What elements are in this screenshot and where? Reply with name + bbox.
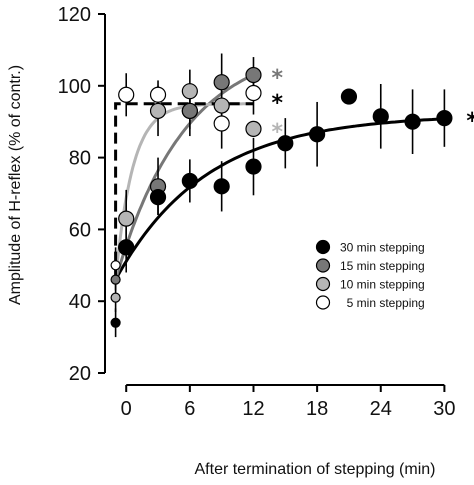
data-point <box>245 120 262 137</box>
data-point <box>110 260 121 271</box>
data-point <box>213 74 230 91</box>
significance-markers: **** <box>271 66 474 145</box>
legend-label: 15 min stepping <box>340 259 425 273</box>
significance-star: * <box>271 66 283 91</box>
data-point <box>149 102 167 120</box>
data-point <box>245 158 262 175</box>
y-tick-label: 100 <box>58 76 91 98</box>
y-tick-label: 20 <box>69 363 91 385</box>
x-tick-label: 0 <box>121 398 132 420</box>
axes: 20 40 60 80 100 120 0 6 12 18 24 30 <box>58 4 456 420</box>
x-axis-label: After termination of stepping (min) <box>195 461 436 478</box>
data-point <box>213 178 230 195</box>
data-point <box>277 135 294 152</box>
data-point <box>245 66 262 84</box>
legend-marker <box>315 276 331 292</box>
data-point <box>110 274 121 285</box>
x-tick-label: 30 <box>433 398 455 420</box>
data-points <box>110 66 453 328</box>
data-point <box>404 113 421 130</box>
data-point <box>149 86 167 103</box>
y-axis-label: Amplitude of H-reflex (% of contr.) <box>7 65 24 305</box>
x-tick-label: 18 <box>306 398 328 420</box>
data-point <box>309 126 326 143</box>
data-point <box>181 172 198 190</box>
legend-marker <box>315 295 331 310</box>
fit-curve <box>114 73 255 281</box>
data-point <box>118 86 135 103</box>
significance-star: * <box>466 109 474 134</box>
data-point <box>213 115 230 132</box>
data-point <box>213 97 230 114</box>
data-point <box>149 188 167 206</box>
data-point <box>372 108 389 125</box>
data-point <box>181 102 198 120</box>
data-point <box>110 292 121 303</box>
data-point <box>245 84 262 102</box>
data-point <box>181 83 198 100</box>
legend-label: 10 min stepping <box>340 278 425 292</box>
y-tick-label: 80 <box>69 148 91 170</box>
y-tick-label: 120 <box>58 4 91 26</box>
x-tick-label: 6 <box>184 398 195 420</box>
fit-step-line <box>114 102 254 280</box>
legend-marker <box>315 258 331 273</box>
legend: 30 min stepping 15 min stepping 10 min ste… <box>315 239 425 310</box>
y-tick-label: 40 <box>69 291 91 313</box>
data-point <box>436 110 453 127</box>
x-tick-label: 12 <box>242 398 264 420</box>
legend-label: 30 min stepping <box>340 241 425 255</box>
data-point <box>118 239 135 256</box>
y-tick-label: 60 <box>69 219 91 241</box>
significance-star: * <box>271 120 283 145</box>
x-tick-label: 24 <box>370 398 392 420</box>
legend-marker <box>315 239 331 255</box>
data-point <box>118 210 135 227</box>
data-point <box>340 88 358 105</box>
legend-label: 5 min stepping <box>340 296 425 310</box>
significance-star: * <box>271 91 283 116</box>
data-point <box>110 317 121 328</box>
